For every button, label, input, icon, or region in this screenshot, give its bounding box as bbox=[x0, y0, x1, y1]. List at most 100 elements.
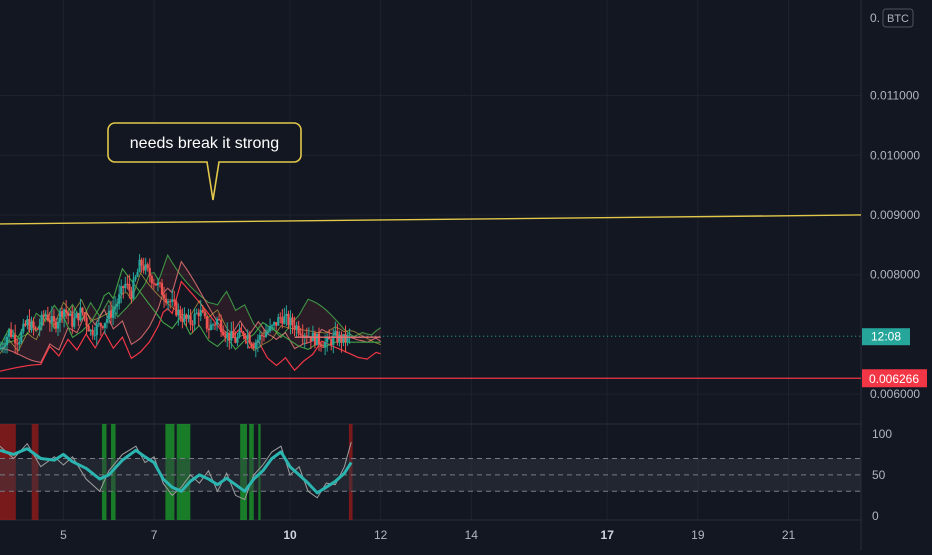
candle-body bbox=[30, 321, 33, 331]
currency-badge-text: BTC bbox=[887, 13, 909, 25]
candle-body bbox=[138, 259, 141, 273]
candle-body bbox=[7, 329, 11, 337]
candle-body bbox=[173, 299, 176, 302]
candle-body bbox=[248, 334, 251, 344]
currency-badge[interactable] bbox=[882, 8, 914, 28]
candle-body bbox=[118, 294, 121, 304]
candle-body bbox=[146, 264, 149, 268]
time-tick-label: 10 bbox=[283, 528, 297, 542]
candle-body bbox=[77, 313, 80, 321]
candle-body bbox=[289, 317, 292, 325]
candle-body bbox=[301, 334, 304, 338]
candle-body bbox=[60, 311, 64, 317]
candle-body bbox=[273, 322, 276, 326]
candle-body bbox=[254, 342, 257, 349]
price-levels[interactable] bbox=[0, 214, 862, 379]
annotation-callout[interactable]: needs break it strong bbox=[107, 122, 302, 201]
candle-body bbox=[195, 312, 198, 314]
candle-body bbox=[130, 290, 133, 299]
candle-body bbox=[281, 317, 284, 324]
price-scale[interactable]: 0.011000 0.010000 0.009000 0.008000 0.006000… bbox=[862, 8, 927, 523]
candle-body bbox=[50, 316, 53, 323]
candle-body bbox=[330, 339, 333, 345]
candle-body bbox=[160, 283, 164, 295]
resistance-trendline[interactable] bbox=[0, 214, 862, 225]
current-price-tag[interactable] bbox=[862, 328, 910, 346]
rsi-oversold-zone bbox=[249, 424, 254, 520]
candle-body bbox=[177, 309, 180, 316]
price-tick-label: 0.008000 bbox=[870, 268, 920, 282]
rsi-overbought-zone bbox=[348, 424, 353, 520]
candle-body bbox=[132, 279, 135, 299]
candle-body bbox=[183, 314, 186, 322]
rsi-tick-label: 0 bbox=[872, 509, 879, 523]
candle-body bbox=[97, 323, 100, 325]
time-tick-label: 12 bbox=[374, 528, 388, 542]
candle-body bbox=[42, 314, 45, 317]
time-scale[interactable]: 5 7 10 12 14 17 19 21 bbox=[60, 528, 795, 542]
candle-body bbox=[164, 298, 168, 303]
candle-body bbox=[181, 318, 184, 322]
candle-body bbox=[246, 334, 249, 339]
candle-body bbox=[228, 332, 231, 341]
candle-body bbox=[185, 314, 188, 319]
candle-body bbox=[122, 286, 125, 289]
support-price-tag[interactable] bbox=[862, 369, 927, 388]
candle-body bbox=[232, 331, 235, 338]
candle-body bbox=[169, 301, 172, 303]
candle-body bbox=[238, 330, 241, 337]
rsi-oversold-zone bbox=[101, 424, 107, 520]
candle-body bbox=[162, 294, 166, 299]
candle-body bbox=[54, 321, 58, 329]
rsi-line bbox=[0, 447, 353, 495]
candle-body bbox=[258, 335, 261, 340]
candle-body bbox=[348, 334, 351, 336]
candle-body bbox=[240, 330, 243, 333]
candle-body bbox=[297, 325, 300, 334]
candle-body bbox=[40, 314, 43, 326]
candle-body bbox=[103, 322, 107, 328]
candle-body bbox=[89, 329, 92, 332]
candle-body bbox=[171, 299, 174, 302]
candle-body bbox=[128, 283, 131, 291]
candle-body bbox=[105, 319, 109, 323]
candle-body bbox=[0, 347, 3, 350]
rsi-tick-label: 50 bbox=[872, 468, 886, 482]
candle-body bbox=[236, 336, 239, 343]
time-tick-label: 21 bbox=[782, 528, 796, 542]
candle-body bbox=[56, 322, 60, 329]
candle-body bbox=[299, 333, 302, 335]
candle-body bbox=[332, 335, 335, 345]
candle-body bbox=[101, 326, 104, 328]
candle-body bbox=[199, 309, 202, 317]
candle-body bbox=[283, 316, 286, 324]
candle-body bbox=[144, 264, 147, 271]
time-tick-label: 14 bbox=[465, 528, 479, 542]
candle-body bbox=[85, 317, 88, 326]
candle-body bbox=[207, 328, 211, 331]
callout-bubble[interactable] bbox=[107, 122, 302, 201]
rsi-tick-label: 100 bbox=[872, 427, 892, 441]
time-tick-label: 19 bbox=[691, 528, 705, 542]
candle-body bbox=[340, 334, 343, 343]
candle-body bbox=[226, 332, 229, 338]
price-tick-label: 0.011000 bbox=[870, 89, 919, 103]
candle-body bbox=[242, 332, 245, 336]
candle-body bbox=[71, 313, 74, 327]
candle-body bbox=[260, 335, 264, 337]
candle-body bbox=[197, 312, 200, 317]
price-tick-label-partial: 0. bbox=[870, 11, 880, 25]
candle-body bbox=[124, 283, 127, 289]
candle-body bbox=[93, 335, 96, 337]
candle-body bbox=[220, 319, 223, 333]
candle-body bbox=[285, 313, 288, 317]
ichimoku-base-line bbox=[0, 280, 381, 372]
candle-body bbox=[309, 336, 312, 342]
support-price-label: 0.006266 bbox=[869, 372, 919, 386]
candle-body bbox=[75, 313, 78, 318]
time-tick-label: 17 bbox=[601, 528, 615, 542]
candle-body bbox=[250, 343, 253, 346]
candle-body bbox=[16, 343, 19, 345]
